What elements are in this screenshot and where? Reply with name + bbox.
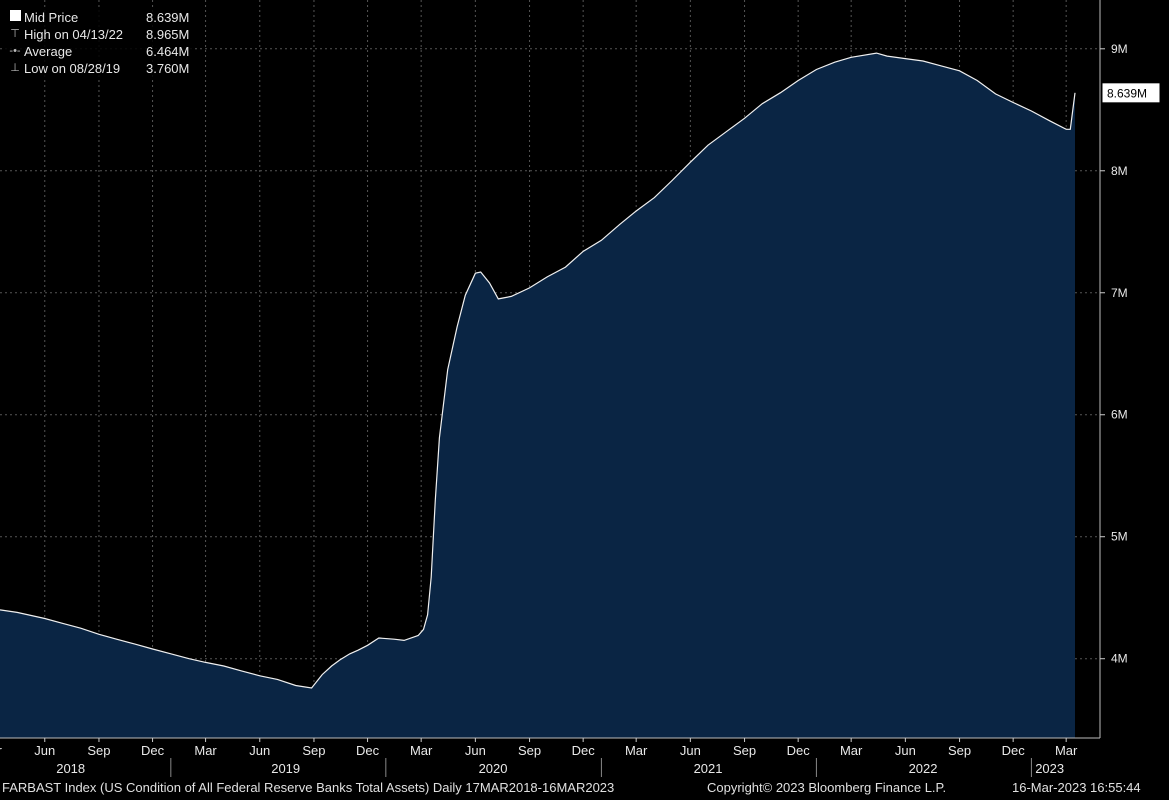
legend-label: Average bbox=[24, 44, 73, 59]
legend-label: High on 04/13/22 bbox=[24, 27, 124, 42]
high-marker-icon: ⊤ bbox=[10, 28, 20, 40]
y-tick-label: 5M bbox=[1111, 530, 1128, 544]
legend-item-mid-price: Mid Price 8.639M bbox=[6, 9, 189, 26]
series-area bbox=[0, 53, 1075, 739]
x-tick-label: Mar bbox=[410, 743, 433, 758]
last-value-box bbox=[1102, 83, 1160, 103]
average-marker-icon: -•- bbox=[9, 45, 21, 57]
x-tick-label: Jun bbox=[34, 743, 55, 758]
x-tick-label: Dec bbox=[572, 743, 596, 758]
x-tick-label: Mar bbox=[840, 743, 863, 758]
year-label: 2020 bbox=[479, 761, 508, 776]
footer: FARBAST Index (US Condition of All Feder… bbox=[0, 778, 1169, 800]
legend-value: 3.760M bbox=[146, 61, 190, 76]
x-tick-label: Sep bbox=[87, 743, 110, 758]
year-label: 2022 bbox=[909, 761, 938, 776]
x-tick-label: Jun bbox=[680, 743, 701, 758]
legend-label: Low on 08/28/19 bbox=[24, 61, 121, 76]
x-tick-label: Jun bbox=[895, 743, 916, 758]
x-tick-label: Mar bbox=[0, 743, 2, 758]
x-tick-label: Mar bbox=[194, 743, 217, 758]
y-tick-label: 8M bbox=[1111, 164, 1128, 178]
y-tick-label: 4M bbox=[1111, 652, 1128, 666]
y-tick-label: 9M bbox=[1111, 42, 1128, 56]
legend-value: 8.965M bbox=[146, 27, 190, 42]
footer-timestamp: 16-Mar-2023 16:55:44 bbox=[1012, 780, 1141, 795]
x-tick-label: Sep bbox=[518, 743, 541, 758]
y-tick-label: 6M bbox=[1111, 408, 1128, 422]
x-tick-label: Dec bbox=[1002, 743, 1026, 758]
legend-item-low: ⊥ Low on 08/28/19 3.760M bbox=[6, 60, 189, 77]
legend: Mid Price 8.639M ⊤ High on 04/13/22 8.96… bbox=[4, 7, 194, 79]
low-marker-icon: ⊥ bbox=[10, 62, 20, 74]
last-value-marker: 8.639M bbox=[1102, 83, 1160, 103]
x-tick-label: Jun bbox=[249, 743, 270, 758]
y-axis: 4M 5M 6M 7M 8M 9M bbox=[1100, 42, 1128, 666]
x-tick-label: Sep bbox=[948, 743, 971, 758]
year-label: 2021 bbox=[694, 761, 723, 776]
footer-description: FARBAST Index (US Condition of All Feder… bbox=[2, 780, 615, 795]
last-value-label: 8.639M bbox=[1107, 86, 1147, 100]
legend-box-icon[interactable] bbox=[6, 9, 24, 26]
x-tick-label: Sep bbox=[302, 743, 325, 758]
legend-item-high: ⊤ High on 04/13/22 8.965M bbox=[6, 26, 189, 43]
x-tick-label: Dec bbox=[141, 743, 165, 758]
legend-item-average: -•- Average 6.464M bbox=[6, 43, 189, 60]
x-tick-label: Sep bbox=[733, 743, 756, 758]
legend-value: 8.639M bbox=[146, 10, 190, 25]
legend-value: 6.464M bbox=[146, 44, 190, 59]
footer-copyright: Copyright© 2023 Bloomberg Finance L.P. bbox=[707, 780, 947, 795]
year-label: 2023 bbox=[1035, 761, 1064, 776]
x-tick-label: Mar bbox=[625, 743, 648, 758]
year-label: 2018 bbox=[56, 761, 85, 776]
x-tick-label: Dec bbox=[356, 743, 380, 758]
x-tick-label: Jun bbox=[465, 743, 486, 758]
x-axis: Mar Jun Sep Dec Mar Jun Sep Dec Mar Jun Sep Dec Mar J… bbox=[0, 738, 1078, 777]
x-tick-label: Mar bbox=[1055, 743, 1078, 758]
y-tick-label: 7M bbox=[1111, 286, 1128, 300]
legend-label: Mid Price bbox=[24, 10, 79, 25]
x-tick-label: Dec bbox=[787, 743, 811, 758]
year-label: 2019 bbox=[271, 761, 300, 776]
series-line bbox=[0, 52, 1076, 689]
